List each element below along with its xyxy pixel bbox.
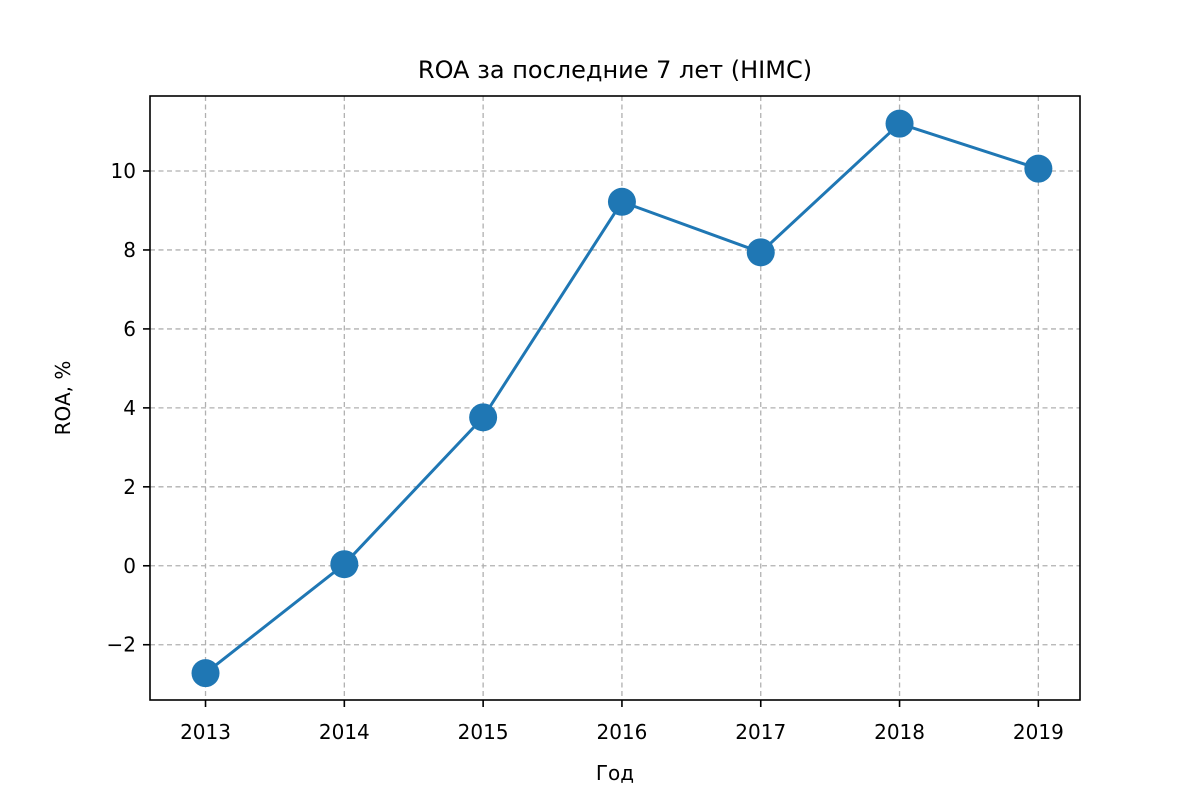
x-tick-label: 2014 [319, 720, 370, 744]
x-tick-label: 2013 [180, 720, 231, 744]
x-tick-label: 2016 [596, 720, 647, 744]
x-axis-label: Год [596, 761, 634, 785]
roa-data-point [607, 187, 636, 216]
roa-data-point [885, 109, 914, 138]
y-tick-label: 0 [123, 554, 136, 578]
grid-layer [150, 96, 1080, 700]
roa-data-point [746, 238, 775, 267]
y-tick-label: 8 [123, 238, 136, 262]
y-tick-label: 10 [111, 159, 136, 183]
roa-data-point [1024, 154, 1053, 183]
x-tick-label: 2018 [874, 720, 925, 744]
roa-data-point [469, 403, 498, 432]
y-axis-label: ROA, % [51, 361, 75, 436]
y-tick-label: −2 [107, 633, 136, 657]
x-tick-label: 2015 [458, 720, 509, 744]
y-tick-label: 6 [123, 317, 136, 341]
tick-layer: 2013 2014 2015 2016 2017 2018 2019 −2 0 2 4 6 8 10 [107, 159, 1064, 744]
plot-frame [149, 95, 1081, 701]
roa-data-point [330, 550, 359, 579]
chart-title: ROA за последние 7 лет (HIMC) [418, 56, 812, 84]
series-layer [191, 109, 1053, 688]
roa-data-point [191, 659, 220, 688]
x-tick-label: 2019 [1013, 720, 1064, 744]
y-tick-label: 4 [123, 396, 136, 420]
y-tick-label: 2 [123, 475, 136, 499]
x-tick-label: 2017 [735, 720, 786, 744]
